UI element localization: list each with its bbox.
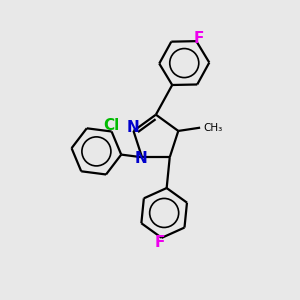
Text: F: F — [155, 235, 165, 250]
Text: N: N — [134, 151, 147, 166]
Text: CH₃: CH₃ — [204, 123, 223, 133]
Text: N: N — [127, 121, 140, 136]
Text: Cl: Cl — [103, 118, 120, 133]
Text: F: F — [194, 31, 205, 46]
